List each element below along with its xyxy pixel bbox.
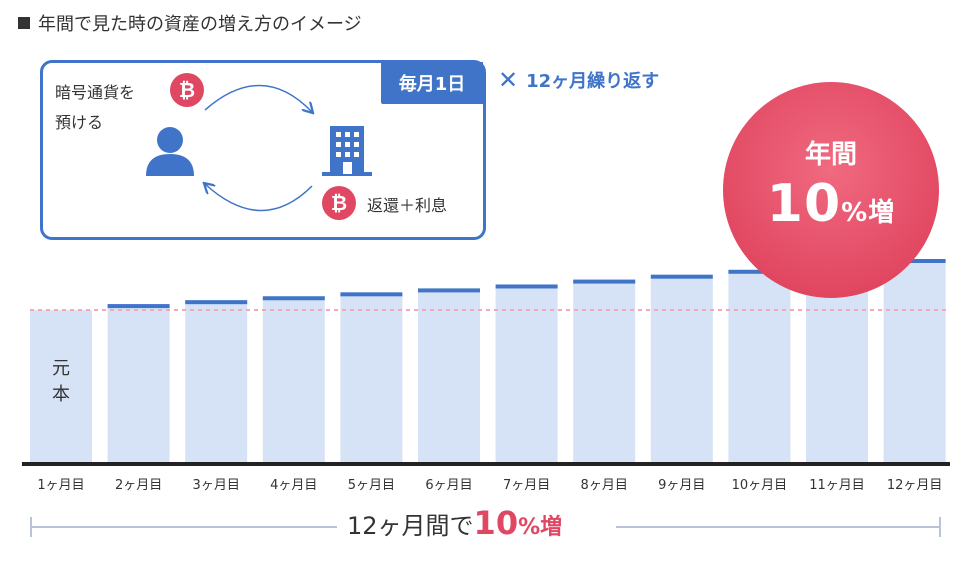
annual-increase-badge: 年間 10%増 bbox=[723, 82, 939, 298]
bar bbox=[30, 310, 92, 462]
bar-interest-cap bbox=[573, 279, 636, 284]
principal-label: 元本 bbox=[52, 358, 70, 405]
x-tick-label: 1ヶ月目 bbox=[37, 478, 84, 493]
bar bbox=[185, 302, 248, 462]
x-tick-label: 5ヶ月目 bbox=[348, 478, 395, 493]
bar-interest-cap bbox=[185, 300, 248, 305]
bar bbox=[883, 261, 946, 462]
x-tick-label: 9ヶ月目 bbox=[658, 478, 705, 493]
deposit-label-line2: 預ける bbox=[55, 113, 104, 132]
bar bbox=[107, 306, 170, 462]
x-tick-label: 4ヶ月目 bbox=[270, 478, 317, 493]
chart-title: 年間で見た時の資産の増え方のイメージ bbox=[18, 10, 362, 36]
bar-interest-cap bbox=[418, 288, 480, 293]
deposit-label-line1: 暗号通貨を bbox=[55, 83, 136, 102]
summary-text: 12ヶ月間で10%増 bbox=[347, 504, 563, 542]
bar-interest-cap bbox=[495, 284, 558, 289]
x-tick-label: 2ヶ月目 bbox=[115, 478, 162, 493]
bar bbox=[806, 266, 868, 462]
x-tick-label: 7ヶ月目 bbox=[503, 478, 550, 493]
repeat-note: ✕ 12ヶ月繰り返す bbox=[498, 66, 659, 94]
bar bbox=[573, 281, 636, 462]
bar bbox=[728, 271, 791, 462]
x-tick-label: 8ヶ月目 bbox=[581, 478, 628, 493]
bar-interest-cap bbox=[340, 292, 403, 297]
bar bbox=[340, 294, 403, 462]
return-interest-label: 返還＋利息 bbox=[367, 196, 448, 215]
annual-increase-label: 年間 bbox=[804, 140, 857, 170]
summary-banner: 12ヶ月間で10%増 bbox=[0, 500, 971, 542]
cross-icon: ✕ bbox=[498, 66, 519, 94]
summary-right-tick bbox=[939, 517, 941, 537]
summary-left-line bbox=[31, 526, 337, 528]
x-tick-label: 12ヶ月目 bbox=[887, 478, 943, 493]
monthly-tag: 毎月1日 bbox=[381, 62, 483, 104]
bar bbox=[650, 276, 713, 462]
bar-interest-cap bbox=[650, 274, 713, 279]
x-axis-baseline bbox=[22, 462, 950, 466]
bar-interest-cap bbox=[728, 269, 791, 274]
bar bbox=[418, 290, 480, 462]
x-tick-label: 6ヶ月目 bbox=[425, 478, 472, 493]
person-icon bbox=[146, 127, 194, 176]
bar-interest-cap bbox=[883, 259, 946, 263]
deposit-arrow bbox=[204, 84, 312, 112]
annual-increase-value: 10%増 bbox=[766, 174, 896, 234]
building-icon bbox=[322, 126, 372, 176]
bar-interest-cap bbox=[107, 304, 170, 309]
bar bbox=[262, 298, 325, 462]
repeat-text: 12ヶ月繰り返す bbox=[526, 71, 660, 92]
bar-interest-cap bbox=[262, 296, 325, 301]
bar bbox=[495, 286, 558, 462]
summary-right-line bbox=[616, 526, 940, 528]
bitcoin-icon: ₿ bbox=[322, 186, 356, 220]
chart-title-text: 年間で見た時の資産の増え方のイメージ bbox=[38, 14, 362, 35]
x-tick-label: 10ヶ月目 bbox=[732, 478, 788, 493]
x-tick-label: 3ヶ月目 bbox=[193, 478, 240, 493]
bitcoin-icon: ₿ bbox=[170, 73, 204, 107]
x-tick-label: 11ヶ月目 bbox=[809, 478, 865, 493]
square-bullet-icon bbox=[18, 17, 30, 29]
return-arrow bbox=[205, 184, 313, 212]
deposit-label: 暗号通貨を 預ける bbox=[55, 78, 135, 138]
